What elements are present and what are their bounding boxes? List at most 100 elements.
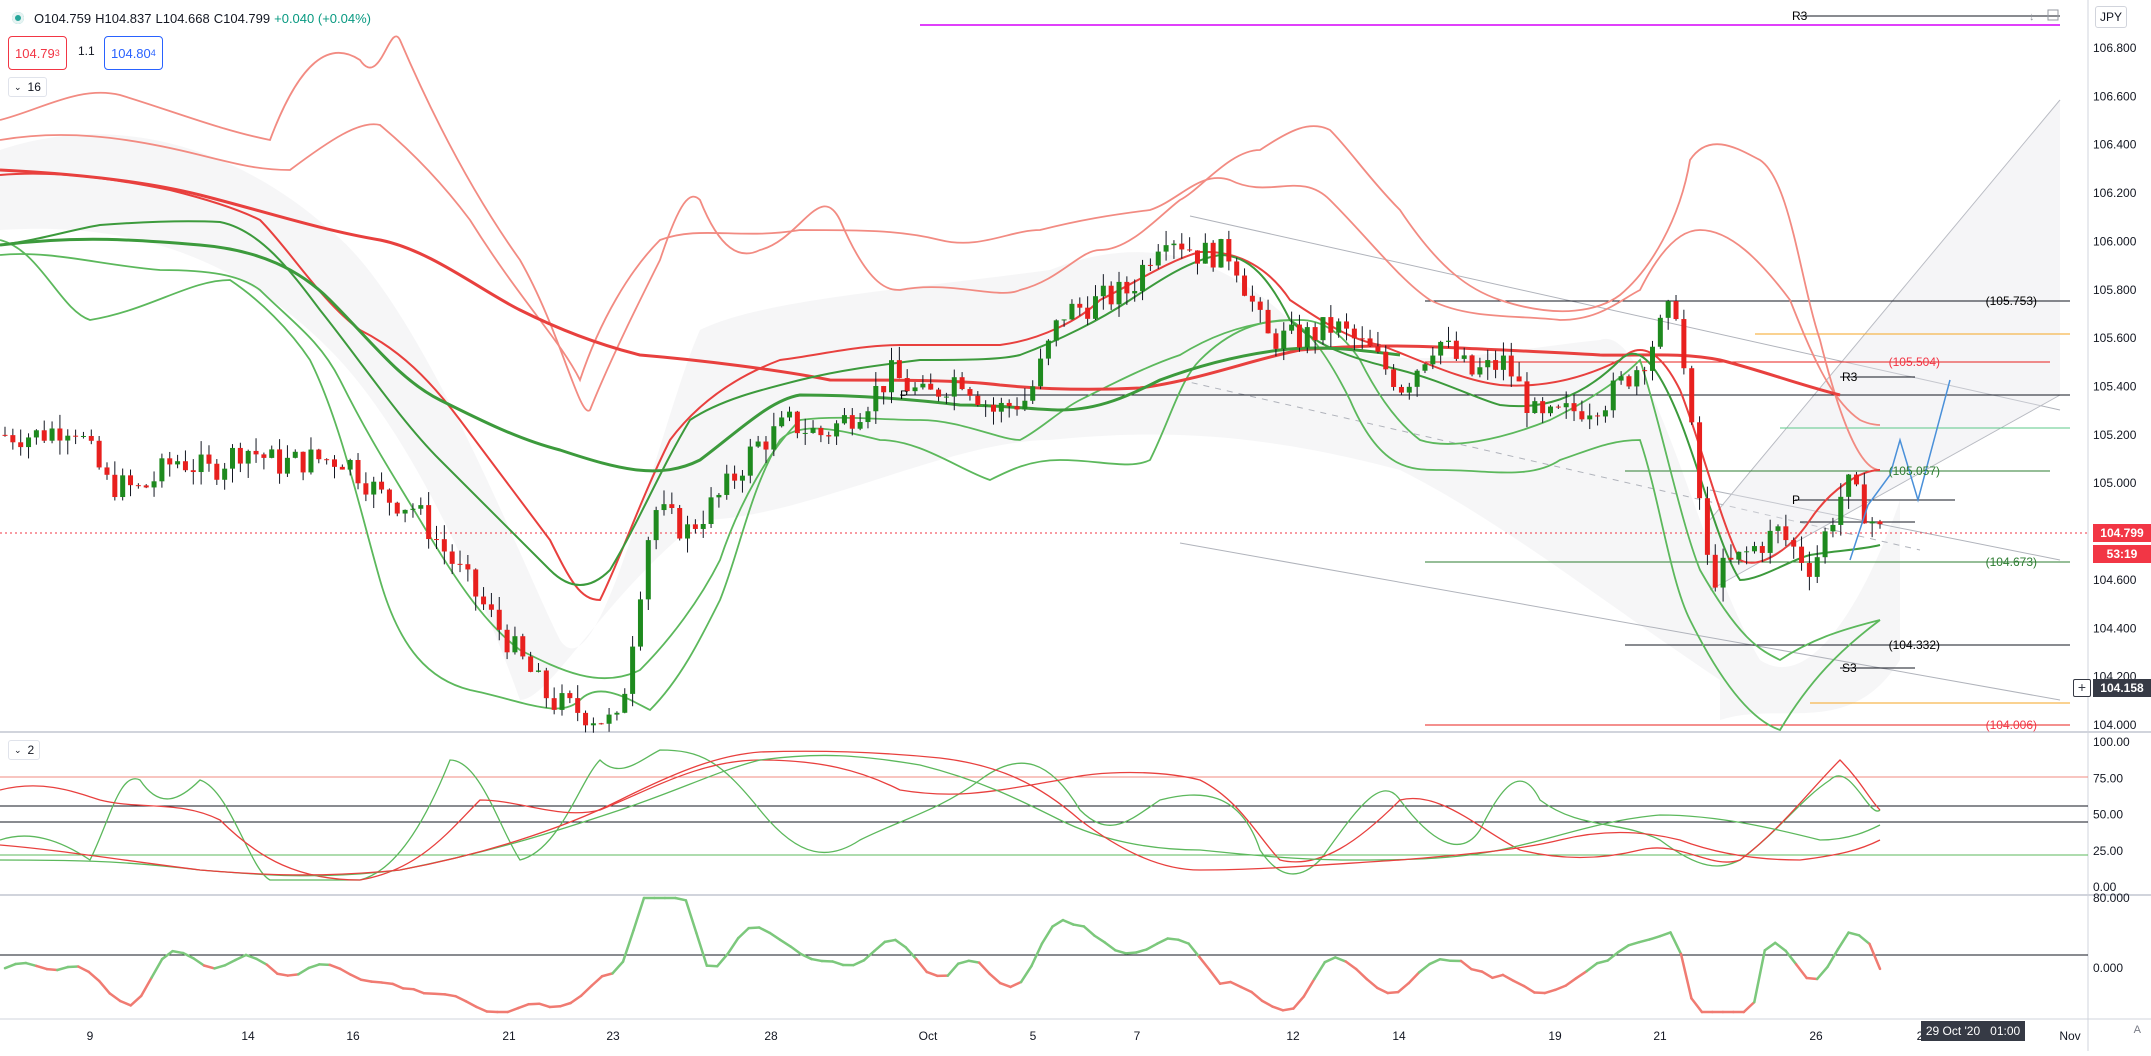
candle-body — [1195, 250, 1200, 263]
candle-body — [387, 490, 392, 503]
candle-body — [1509, 356, 1514, 377]
candle-body — [560, 693, 565, 710]
time-tick-label: 21 — [502, 1029, 516, 1043]
osc-segment — [791, 947, 801, 955]
auto-scale-button[interactable]: A — [2134, 1024, 2141, 1036]
candle-body — [120, 475, 125, 497]
osc-segment — [1000, 983, 1010, 987]
square-icon — [2048, 10, 2058, 20]
osc-segment — [550, 1006, 560, 1007]
candle-body — [1587, 415, 1592, 419]
currency-button[interactable]: JPY — [2095, 6, 2127, 28]
candle-body — [144, 485, 149, 487]
osc-segment — [1157, 939, 1167, 944]
buy-price-sup: 4 — [151, 48, 156, 58]
label-104673: (104.673) — [1986, 555, 2037, 569]
candle-body — [1493, 360, 1498, 370]
candle-body — [1854, 475, 1859, 485]
osc-segment — [351, 975, 361, 980]
candle-body — [1501, 356, 1506, 370]
osc-segment — [717, 954, 727, 966]
osc-segment — [194, 958, 204, 965]
candle-body — [1681, 319, 1686, 368]
candle-body — [1219, 239, 1224, 267]
candle-body — [191, 470, 196, 472]
candle-body — [913, 387, 918, 391]
osc-segment — [1231, 982, 1241, 987]
candle-body — [1368, 338, 1373, 346]
candle-body — [850, 415, 855, 429]
candle-body — [536, 670, 541, 671]
candle-body — [1399, 387, 1404, 393]
osc-segment — [1042, 927, 1052, 944]
candle-body — [724, 474, 729, 495]
candle-body — [65, 436, 70, 441]
osc-segment — [686, 900, 696, 933]
candle-body — [1524, 381, 1529, 413]
osc-segment — [518, 1004, 528, 1008]
osc-segment — [246, 955, 256, 959]
osc-segment — [1126, 953, 1136, 954]
osc-segment — [1618, 945, 1628, 952]
candle-body — [630, 647, 635, 694]
osc-segment — [916, 959, 926, 972]
candle-body — [1705, 498, 1710, 555]
time-tick-label: Nov — [2059, 1029, 2080, 1043]
stoch-tick-label: 100.00 — [2093, 735, 2130, 749]
osc-segment — [1838, 933, 1848, 950]
lot-size[interactable]: 1.1 — [78, 44, 95, 58]
osc-segment — [434, 994, 444, 995]
candle-body — [285, 458, 290, 474]
osc-segment — [633, 898, 643, 930]
label-104332: (104.332) — [1889, 638, 1940, 652]
candle-body — [473, 569, 478, 596]
osc-segment — [1272, 1007, 1282, 1011]
main-legend-toggle[interactable]: ⌄16 — [8, 77, 47, 97]
candle-body — [10, 435, 15, 442]
buy-price: 104.80 — [111, 46, 151, 61]
osc-segment — [487, 1011, 497, 1012]
osc-segment — [1503, 975, 1513, 981]
osc-segment — [256, 959, 266, 965]
candle-body — [771, 426, 776, 449]
candle-body — [1870, 521, 1875, 523]
candle-body — [246, 451, 251, 464]
candle-body — [858, 422, 863, 429]
osc-segment — [1094, 936, 1104, 943]
ohlc-high: H104.837 — [95, 11, 151, 26]
candle-body — [740, 476, 745, 481]
osc-segment — [969, 961, 979, 963]
candle-body — [1250, 296, 1255, 302]
candle-body — [1548, 407, 1553, 414]
candle-body — [1823, 531, 1828, 557]
candle-body — [332, 459, 337, 466]
osc-segment — [1566, 978, 1576, 985]
candle-body — [865, 411, 870, 422]
candle-body — [583, 713, 588, 725]
osc-segment — [1419, 964, 1429, 972]
time-tick-label: 28 — [764, 1029, 778, 1043]
osc-segment — [780, 940, 790, 947]
time-tick-label: 5 — [1030, 1029, 1037, 1043]
time-tick-label: 14 — [1392, 1029, 1406, 1043]
candle-body — [363, 483, 368, 494]
add-level-button[interactable]: + — [2073, 679, 2091, 697]
candle-body — [1830, 525, 1835, 531]
osc-segment — [1021, 966, 1031, 982]
osc-segment — [1524, 986, 1534, 992]
candle-body — [1579, 411, 1584, 419]
candle-body — [936, 390, 941, 397]
osc-legend-toggle[interactable]: ⌄2 — [8, 740, 40, 760]
osc-segment — [623, 930, 633, 961]
osc-segment — [5, 964, 15, 968]
candle-body — [803, 433, 808, 434]
label-104006: (104.006) — [1986, 718, 2037, 732]
osc-segment — [1293, 996, 1303, 1008]
market-status-icon[interactable] — [12, 12, 24, 24]
osc-segment — [330, 965, 340, 969]
